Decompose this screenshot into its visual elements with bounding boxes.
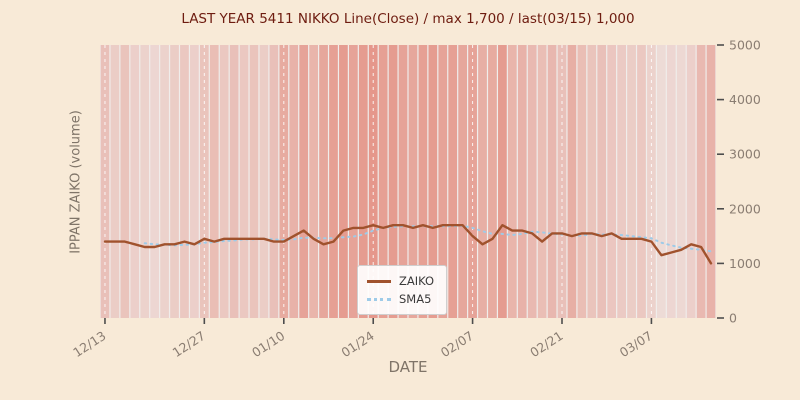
- price-band: [229, 45, 239, 318]
- price-band: [259, 45, 269, 318]
- price-band: [408, 45, 418, 318]
- price-band: [448, 45, 458, 318]
- price-band: [289, 45, 299, 318]
- price-band: [706, 45, 716, 318]
- price-band: [180, 45, 189, 318]
- zaiko-line-swatch: [367, 279, 391, 283]
- price-band: [219, 45, 229, 318]
- price-band: [567, 45, 577, 318]
- price-band: [458, 45, 468, 318]
- price-band: [309, 45, 318, 318]
- price-band: [438, 45, 448, 318]
- x-tick-label: 02/21: [527, 328, 565, 360]
- price-band: [686, 45, 696, 318]
- price-band: [398, 45, 408, 318]
- price-band: [209, 45, 219, 318]
- y-tick-label: 4000: [729, 92, 761, 107]
- price-band: [130, 45, 140, 318]
- price-band: [656, 45, 666, 318]
- price-band: [577, 45, 587, 318]
- x-tick-label: 03/07: [617, 328, 655, 360]
- price-band: [378, 45, 388, 318]
- price-band: [100, 45, 110, 318]
- price-band: [279, 45, 289, 318]
- price-band: [498, 45, 507, 318]
- price-band: [190, 45, 199, 318]
- x-tick-label: 12/27: [170, 328, 208, 360]
- price-band: [388, 45, 398, 318]
- price-band: [140, 45, 150, 318]
- x-tick-label: 02/07: [438, 328, 476, 360]
- legend: ZAIKO SMA5: [357, 265, 448, 315]
- x-tick-label: 12/13: [70, 328, 108, 360]
- price-band: [607, 45, 617, 318]
- price-band: [160, 45, 169, 318]
- price-band: [478, 45, 487, 318]
- price-band: [696, 45, 706, 318]
- price-band: [507, 45, 517, 318]
- price-band: [617, 45, 626, 318]
- price-band: [587, 45, 597, 318]
- y-tick-label: 1000: [729, 256, 761, 271]
- price-band: [199, 45, 209, 318]
- zaiko-line: [103, 223, 713, 265]
- y-tick-label: 2000: [729, 201, 761, 216]
- x-tick-label: 01/10: [249, 328, 287, 360]
- price-band: [110, 45, 120, 318]
- price-band: [319, 45, 328, 318]
- price-band: [537, 45, 547, 318]
- price-band: [269, 45, 279, 318]
- legend-item-sma5: SMA5: [367, 290, 434, 308]
- legend-item-zaiko: ZAIKO: [367, 272, 434, 290]
- price-band: [348, 45, 358, 318]
- price-band: [666, 45, 676, 318]
- price-band: [488, 45, 497, 318]
- legend-label-sma5: SMA5: [399, 292, 432, 306]
- price-band: [418, 45, 428, 318]
- price-band: [120, 45, 130, 318]
- price-band: [557, 45, 567, 318]
- price-band: [627, 45, 636, 318]
- price-band: [547, 45, 557, 318]
- price-band: [527, 45, 537, 318]
- y-tick-label: 0: [729, 311, 737, 326]
- y-tick-label: 3000: [729, 147, 761, 162]
- price-band: [339, 45, 348, 318]
- price-band: [249, 45, 259, 318]
- price-band: [468, 45, 477, 318]
- x-axis-label: DATE: [388, 358, 428, 376]
- price-band: [676, 45, 686, 318]
- price-band: [358, 45, 368, 318]
- x-tick-label: 01/24: [338, 328, 376, 360]
- price-band: [637, 45, 646, 318]
- price-band: [517, 45, 527, 318]
- legend-label-zaiko: ZAIKO: [399, 274, 435, 288]
- price-band: [597, 45, 607, 318]
- price-band: [239, 45, 249, 318]
- price-band: [647, 45, 656, 318]
- y-axis-label: IPPAN ZAIKO (volume): [68, 110, 84, 254]
- price-band: [329, 45, 338, 318]
- price-band: [368, 45, 378, 318]
- chart-title: LAST YEAR 5411 NIKKO Line(Close) / max 1…: [181, 11, 635, 27]
- price-band: [170, 45, 179, 318]
- price-band: [299, 45, 309, 318]
- price-band: [428, 45, 438, 318]
- sma5-line-swatch: [367, 297, 391, 301]
- y-tick-label: 5000: [729, 38, 761, 53]
- price-band: [150, 45, 160, 318]
